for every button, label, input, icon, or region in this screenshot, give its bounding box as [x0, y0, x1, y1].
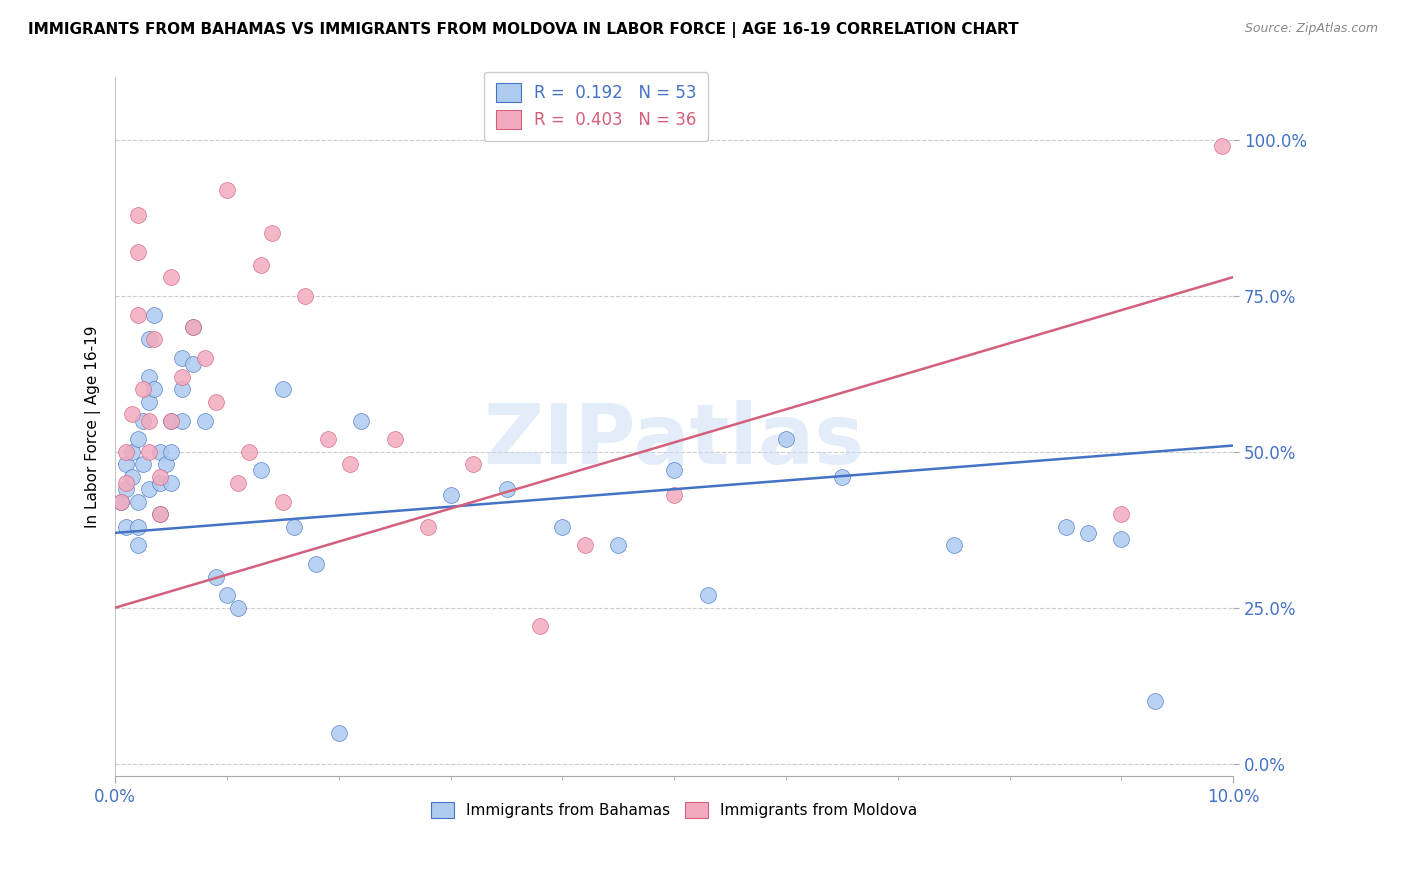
Text: ZIPatlas: ZIPatlas	[484, 401, 865, 482]
Point	[831, 469, 853, 483]
Point	[138, 444, 160, 458]
Point	[172, 351, 194, 366]
Point	[132, 413, 155, 427]
Point	[283, 519, 305, 533]
Point	[204, 569, 226, 583]
Point	[664, 488, 686, 502]
Point	[775, 432, 797, 446]
Point	[1077, 525, 1099, 540]
Point	[160, 413, 183, 427]
Legend: Immigrants from Bahamas, Immigrants from Moldova: Immigrants from Bahamas, Immigrants from…	[425, 796, 924, 824]
Point	[127, 432, 149, 446]
Point	[127, 494, 149, 508]
Point	[121, 407, 143, 421]
Point	[339, 457, 361, 471]
Point	[115, 444, 138, 458]
Point	[160, 475, 183, 490]
Point	[249, 258, 271, 272]
Point	[115, 457, 138, 471]
Point	[172, 413, 194, 427]
Point	[143, 308, 166, 322]
Point	[115, 482, 138, 496]
Point	[215, 588, 238, 602]
Point	[194, 413, 217, 427]
Point	[149, 469, 172, 483]
Point	[172, 370, 194, 384]
Point	[138, 482, 160, 496]
Point	[204, 395, 226, 409]
Point	[149, 444, 172, 458]
Point	[696, 588, 718, 602]
Point	[305, 557, 328, 571]
Point	[149, 507, 172, 521]
Point	[328, 725, 350, 739]
Point	[138, 333, 160, 347]
Point	[271, 383, 294, 397]
Point	[138, 413, 160, 427]
Point	[495, 482, 517, 496]
Point	[127, 245, 149, 260]
Point	[138, 395, 160, 409]
Point	[149, 507, 172, 521]
Point	[160, 413, 183, 427]
Point	[1143, 694, 1166, 708]
Point	[418, 519, 440, 533]
Point	[172, 383, 194, 397]
Point	[127, 519, 149, 533]
Point	[115, 475, 138, 490]
Point	[138, 370, 160, 384]
Point	[1111, 532, 1133, 546]
Point	[143, 333, 166, 347]
Point	[350, 413, 373, 427]
Point	[384, 432, 406, 446]
Point	[294, 289, 316, 303]
Point	[110, 494, 132, 508]
Text: IMMIGRANTS FROM BAHAMAS VS IMMIGRANTS FROM MOLDOVA IN LABOR FORCE | AGE 16-19 CO: IMMIGRANTS FROM BAHAMAS VS IMMIGRANTS FR…	[28, 22, 1019, 38]
Text: Source: ZipAtlas.com: Source: ZipAtlas.com	[1244, 22, 1378, 36]
Point	[149, 475, 172, 490]
Point	[226, 600, 249, 615]
Point	[160, 444, 183, 458]
Point	[160, 270, 183, 285]
Point	[607, 538, 630, 552]
Point	[127, 538, 149, 552]
Point	[132, 383, 155, 397]
Point	[183, 358, 205, 372]
Y-axis label: In Labor Force | Age 16-19: In Labor Force | Age 16-19	[86, 326, 101, 528]
Point	[143, 383, 166, 397]
Point	[664, 463, 686, 477]
Point	[271, 494, 294, 508]
Point	[1211, 139, 1233, 153]
Point	[155, 457, 177, 471]
Point	[1054, 519, 1077, 533]
Point	[110, 494, 132, 508]
Point	[439, 488, 461, 502]
Point	[461, 457, 484, 471]
Point	[127, 208, 149, 222]
Point	[551, 519, 574, 533]
Point	[183, 320, 205, 334]
Point	[316, 432, 339, 446]
Point	[226, 475, 249, 490]
Point	[249, 463, 271, 477]
Point	[127, 308, 149, 322]
Point	[574, 538, 596, 552]
Point	[238, 444, 260, 458]
Point	[183, 320, 205, 334]
Point	[121, 469, 143, 483]
Point	[121, 444, 143, 458]
Point	[529, 619, 551, 633]
Point	[194, 351, 217, 366]
Point	[260, 227, 283, 241]
Point	[215, 183, 238, 197]
Point	[115, 519, 138, 533]
Point	[132, 457, 155, 471]
Point	[1111, 507, 1133, 521]
Point	[942, 538, 965, 552]
